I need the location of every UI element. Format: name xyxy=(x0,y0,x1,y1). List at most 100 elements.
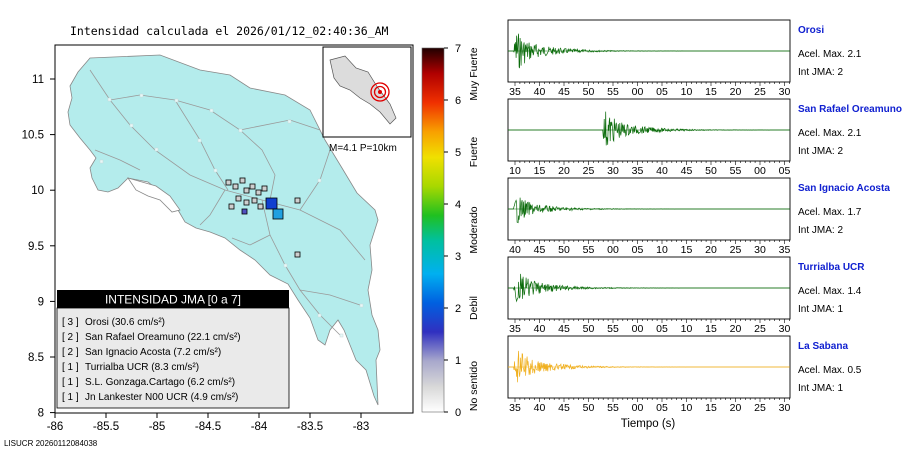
time-tick-label: 40 xyxy=(534,86,546,98)
y-tick-label: 10 xyxy=(31,185,44,197)
time-tick-label: 50 xyxy=(583,86,595,98)
time-tick-label: 20 xyxy=(730,86,742,98)
time-tick-label: 00 xyxy=(607,244,619,256)
time-tick-label: 40 xyxy=(656,165,668,177)
time-tick-label: 50 xyxy=(583,402,595,414)
time-tick-label: 25 xyxy=(754,86,766,98)
map-title: Intensidad calculada el 2026/01/12_02:40… xyxy=(70,24,389,38)
colorbar-ticks: 0 1 2 3 4 5 6 7 xyxy=(444,43,461,419)
time-tick-label: 20 xyxy=(558,165,570,177)
colorbar-tick-label: 3 xyxy=(455,251,461,263)
time-tick-label: 05 xyxy=(779,165,791,177)
waveform-trace xyxy=(508,350,790,383)
time-tick-label: 55 xyxy=(583,244,595,256)
colorbar-category-label: Muy Fuerte xyxy=(468,47,480,100)
time-tick-label: 00 xyxy=(754,165,766,177)
time-tick-label: 35 xyxy=(779,244,791,256)
station-accel: Acel. Max. 0.5 xyxy=(798,365,862,376)
station-accel: Acel. Max. 2.1 xyxy=(798,49,862,60)
time-tick-label: 30 xyxy=(779,402,791,414)
map-y-axis: 11 10.5 10 9.5 9 8.5 8 xyxy=(22,74,55,420)
time-tick-label: 25 xyxy=(754,402,766,414)
station-name: San Rafael Oreamuno xyxy=(798,104,902,115)
station-name: La Sabana xyxy=(798,341,848,352)
colorbar-tick-label: 7 xyxy=(455,43,461,55)
time-tick-label: 35 xyxy=(632,165,644,177)
legend-row-level: [ 1 ] xyxy=(62,377,79,388)
time-tick-label: 45 xyxy=(534,244,546,256)
time-tick-label: 15 xyxy=(705,86,717,98)
time-tick-label: 25 xyxy=(754,323,766,335)
town-markers xyxy=(99,93,364,338)
time-tick-label: 15 xyxy=(681,244,693,256)
time-tick-label: 10 xyxy=(509,165,521,177)
time-tick-label: 00 xyxy=(632,86,644,98)
time-tick-label: 05 xyxy=(656,402,668,414)
y-tick-label: 8.5 xyxy=(28,352,44,364)
intensity-legend: INTENSIDAD JMA [0 a 7] [ 3 ] Orosi (30.6 … xyxy=(56,290,290,409)
time-tick-label: 45 xyxy=(558,402,570,414)
time-tick-label: 15 xyxy=(705,402,717,414)
time-tick-label: 45 xyxy=(558,86,570,98)
map-x-axis: -86 -85.5 -85 -84.5 -84 -83.5 -83 xyxy=(47,413,369,433)
time-tick-label: 55 xyxy=(607,323,619,335)
time-tick-label: 55 xyxy=(730,165,742,177)
costa-rica-land xyxy=(67,54,381,406)
epicenter-ring-middle xyxy=(373,85,387,99)
legend-row-text: San Rafael Oreamuno (22.1 cm/s²) xyxy=(85,332,241,343)
time-tick-label: 35 xyxy=(509,86,521,98)
x-tick-label: -86 xyxy=(47,421,64,433)
colorbar-tick-label: 5 xyxy=(455,147,461,159)
time-tick-label: 05 xyxy=(656,86,668,98)
waveform-trace xyxy=(508,197,790,224)
legend-row-text: San Ignacio Acosta (7.2 cm/s²) xyxy=(85,347,221,358)
waveform-panel: 35 40 45 50 55 00 05 10 15 20 25 30 Orosi Acel. Max. … xyxy=(507,19,862,98)
legend-row-text: Turrialba UCR (8.3 cm/s²) xyxy=(85,362,199,373)
time-tick-label: 55 xyxy=(607,86,619,98)
station-accel: Acel. Max. 1.4 xyxy=(798,286,862,297)
x-tick-label: -84 xyxy=(251,421,268,433)
time-tick-label: 15 xyxy=(705,323,717,335)
colorbar-tick-label: 2 xyxy=(455,303,461,315)
colorbar-category-label: Fuerte xyxy=(468,137,480,168)
time-tick-label: 25 xyxy=(730,244,742,256)
time-tick-label: 10 xyxy=(656,244,668,256)
time-tick-label: 00 xyxy=(632,323,644,335)
time-tick-label: 10 xyxy=(681,323,693,335)
legend-body xyxy=(56,307,290,409)
colorbar-tick-label: 0 xyxy=(455,407,461,419)
intensity-colorbar xyxy=(421,47,445,413)
time-tick-label: 20 xyxy=(730,402,742,414)
footer-id: LISUCR 20260112084038 xyxy=(4,439,98,448)
time-tick-label: 05 xyxy=(632,244,644,256)
time-tick-label: 40 xyxy=(534,323,546,335)
x-tick-label: -84.5 xyxy=(195,421,221,433)
gulf-of-nicoya xyxy=(127,177,181,213)
colorbar-tick-label: 1 xyxy=(455,355,461,367)
waveform-panel: 10 15 20 25 30 35 40 45 50 55 00 05 San Rafael Oream… xyxy=(507,98,902,177)
colorbar-category-label: Debil xyxy=(468,296,480,320)
legend-row-level: [ 2 ] xyxy=(62,332,79,343)
time-tick-label: 10 xyxy=(681,402,693,414)
time-tick-label: 45 xyxy=(681,165,693,177)
colorbar-category-label: Moderado xyxy=(468,206,480,253)
time-tick-label: 30 xyxy=(754,244,766,256)
x-tick-label: -85.5 xyxy=(93,421,119,433)
station-jma: Int JMA: 2 xyxy=(798,67,843,78)
time-tick-label: 05 xyxy=(656,323,668,335)
waveform-panel: 35 40 45 50 55 00 05 10 15 20 25 30 Turrialba UCR Ace… xyxy=(507,256,865,335)
time-tick-label: 20 xyxy=(705,244,717,256)
legend-row-level: [ 3 ] xyxy=(62,317,79,328)
time-tick-label: 55 xyxy=(607,402,619,414)
inset-land xyxy=(329,55,397,125)
colorbar-tick-label: 4 xyxy=(455,199,461,211)
time-tick-label: 10 xyxy=(681,86,693,98)
legend-row-text: Jn Lankester N00 UCR (4.9 cm/s²) xyxy=(85,392,238,403)
station-markers xyxy=(225,177,301,258)
time-tick-label: 35 xyxy=(509,402,521,414)
station-name: San Ignacio Acosta xyxy=(798,183,890,194)
colorbar-tick-label: 6 xyxy=(455,95,461,107)
legend-header xyxy=(57,290,289,308)
legend-row-text: S.L. Gonzaga.Cartago (6.2 cm/s²) xyxy=(85,377,235,388)
